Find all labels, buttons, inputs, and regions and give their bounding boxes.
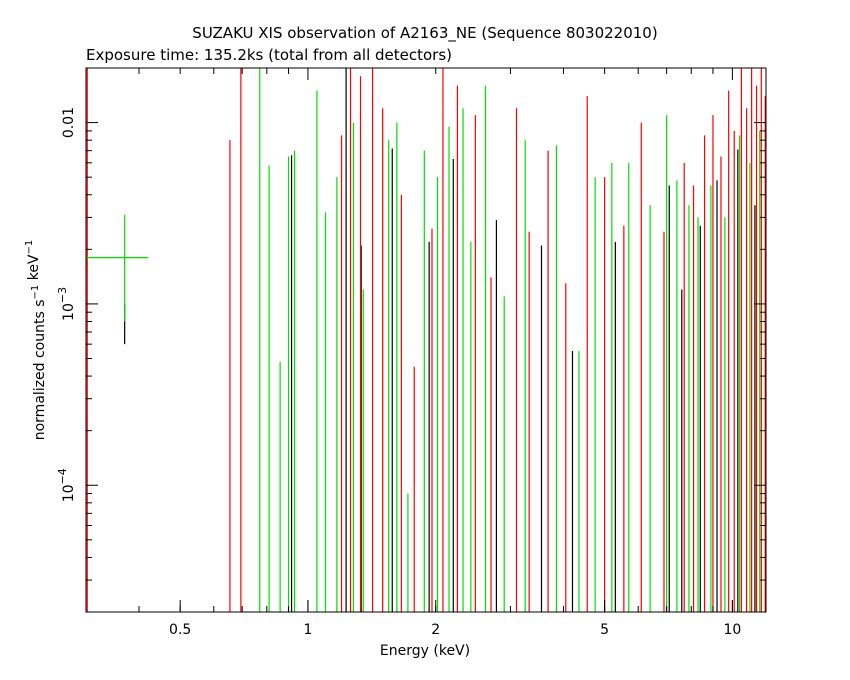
x-tick-label: 5 <box>600 622 609 638</box>
x-tick-label: 0.5 <box>169 622 191 638</box>
y-tick-label: 10−4 <box>56 468 77 502</box>
plot-frame <box>85 67 767 613</box>
x-tick-label: 1 <box>303 622 312 638</box>
x-axis-label: Energy (keV) <box>380 643 470 659</box>
plot-axes: 0.5 1 2 5 10 0.01 10−3 10−4 <box>56 67 767 638</box>
y-tick-exponent: −3 <box>56 287 69 303</box>
series-2 <box>86 68 761 612</box>
y-tick-exponent: −4 <box>56 468 69 484</box>
y-axis-label-group: normalized counts s−1 keV−1 <box>24 240 48 441</box>
x-tick-label: 10 <box>723 622 741 638</box>
y-tick-label: 10−3 <box>56 287 77 321</box>
series-1 <box>86 68 766 612</box>
series-0 <box>124 68 756 612</box>
y-tick-label: 0.01 <box>61 107 77 138</box>
chart-title: SUZAKU XIS observation of A2163_NE (Sequ… <box>192 24 657 43</box>
y-axis-label: normalized counts s−1 keV−1 <box>24 240 48 441</box>
chart-subtitle: Exposure time: 135.2ks (total from all d… <box>86 46 452 64</box>
x-tick-label: 2 <box>431 622 440 638</box>
plot-marks <box>86 68 766 612</box>
